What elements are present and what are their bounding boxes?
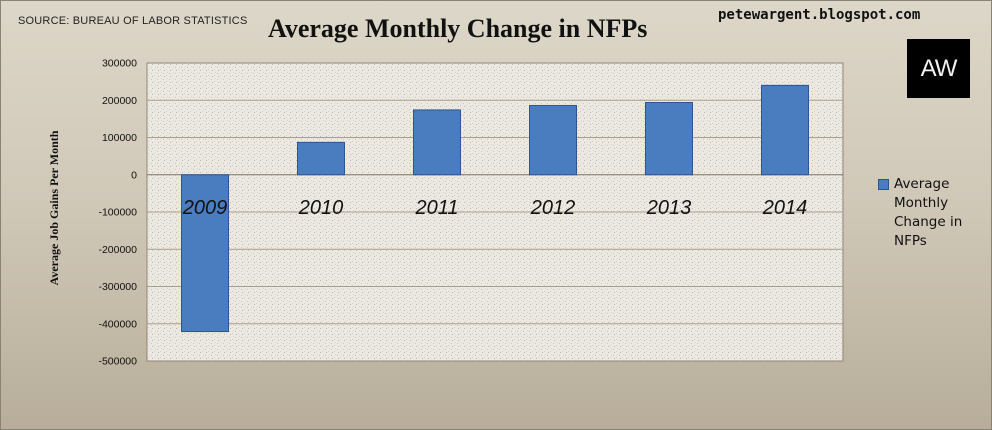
x-tick-label: 2009 xyxy=(182,197,228,219)
chart-title: Average Monthly Change in NFPs xyxy=(268,14,648,43)
legend: Average Monthly Change in NFPs xyxy=(878,175,986,251)
bar-2011 xyxy=(413,109,461,176)
bar-2014 xyxy=(761,84,809,176)
bar-2013 xyxy=(645,101,693,176)
y-axis-label: Average Job Gains Per Month xyxy=(47,130,61,285)
y-tick-label: 300000 xyxy=(102,58,137,70)
x-tick-label: 2010 xyxy=(298,197,344,219)
y-tick-label: -500000 xyxy=(98,356,137,368)
y-tick-label: 200000 xyxy=(102,95,137,107)
source-note: SOURCE: BUREAU OF LABOR STATISTICS xyxy=(18,15,248,27)
x-tick-label: 2011 xyxy=(414,197,458,219)
y-tick-label: 0 xyxy=(131,169,137,181)
x-tick-label: 2012 xyxy=(530,197,576,219)
blog-url: petewargent.blogspot.com xyxy=(718,7,921,23)
y-tick-label: -100000 xyxy=(98,207,137,219)
x-tick-label: 2014 xyxy=(762,197,808,219)
aw-logo: AW xyxy=(907,39,970,98)
bar-2010 xyxy=(297,141,345,176)
y-tick-label: -300000 xyxy=(98,281,137,293)
y-tick-label: 100000 xyxy=(102,132,137,144)
bar-2009 xyxy=(181,174,229,333)
legend-swatch xyxy=(878,179,889,190)
legend-label: Average Monthly Change in NFPs xyxy=(894,176,963,249)
y-tick-label: -200000 xyxy=(98,244,137,256)
logo-text: AW xyxy=(920,54,958,82)
x-tick-label: 2013 xyxy=(646,197,692,219)
bar-2012 xyxy=(529,104,577,176)
y-tick-label: -400000 xyxy=(98,318,137,330)
